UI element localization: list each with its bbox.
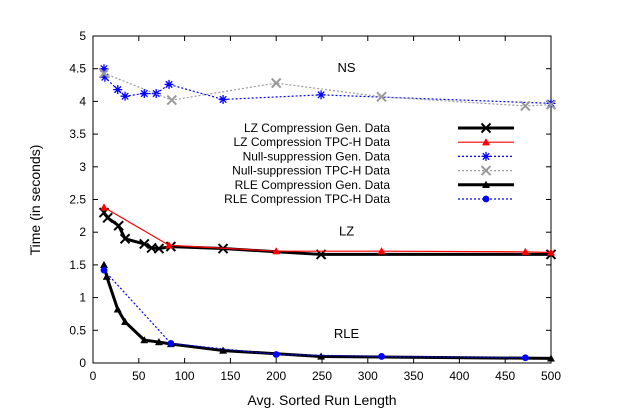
legend-item: RLE Compression TPC-H Data — [224, 192, 514, 206]
data-point-circle — [167, 339, 175, 347]
data-point-triangle — [99, 203, 109, 211]
y-tick-label: 3.5 — [69, 127, 86, 141]
data-point-x — [270, 77, 282, 89]
data-point-star — [481, 151, 491, 161]
x-tick-label: 150 — [220, 369, 240, 383]
data-point-star — [218, 94, 228, 104]
data-point-star — [100, 72, 110, 82]
series-5 — [99, 260, 556, 362]
legend-label: LZ Compression Gen. Data — [244, 121, 390, 135]
y-tick-label: 0.5 — [69, 323, 86, 337]
legend-item: LZ Compression Gen. Data — [244, 121, 514, 135]
x-tick-label: 450 — [495, 369, 515, 383]
data-point-circle — [272, 351, 280, 358]
data-point-x — [153, 243, 165, 254]
x-tick-label: 400 — [449, 369, 469, 383]
axis-ticks: 0 50 100 150 200 250 300 350 400 450 500 0 0.5 1 1.5 2 2… — [69, 29, 561, 383]
data-point-x — [98, 68, 110, 79]
data-point-star — [113, 85, 123, 95]
y-tick-label: 1.5 — [69, 258, 86, 272]
data-point-circle — [482, 195, 490, 203]
data-point-star — [139, 89, 149, 99]
x-tick-label: 500 — [541, 369, 561, 383]
x-tick-label: 50 — [132, 369, 146, 383]
series-4 — [98, 68, 557, 112]
series-layer — [98, 64, 557, 362]
data-point-x — [520, 100, 531, 112]
legend-item: LZ Compression TPC-H Data — [234, 135, 514, 149]
data-point-triangle — [121, 317, 130, 325]
data-point-x — [480, 122, 492, 134]
legend-item: Null-suppression Gen. Data — [243, 149, 514, 163]
x-tick-label: 0 — [90, 369, 97, 383]
data-point-star — [99, 64, 109, 74]
y-tick-label: 0 — [79, 356, 86, 370]
data-point-triangle — [140, 335, 149, 344]
data-point-triangle — [317, 352, 326, 360]
data-point-x — [102, 212, 113, 224]
x-tick-label: 250 — [312, 369, 332, 383]
data-point-x — [480, 165, 492, 176]
data-point-triangle — [113, 305, 122, 313]
data-point-circle — [100, 266, 108, 274]
y-tick-label: 4.5 — [69, 62, 86, 76]
x-tick-label: 100 — [175, 369, 195, 383]
series-3 — [99, 64, 556, 108]
data-point-x — [113, 220, 124, 231]
series-line — [103, 68, 552, 104]
data-point-triangle — [481, 138, 491, 146]
y-tick-label: 2.5 — [69, 193, 86, 207]
y-tick-label: 2 — [79, 225, 86, 239]
x-axis-label: Avg. Sorted Run Length — [247, 392, 396, 408]
legend-label: RLE Compression TPC-H Data — [224, 192, 390, 206]
data-point-star — [164, 79, 174, 89]
y-axis-label: Time (in seconds) — [27, 145, 43, 256]
y-tick-label: 1 — [79, 291, 86, 305]
data-point-triangle — [272, 247, 281, 255]
annotation-rle: RLE — [334, 326, 360, 341]
legend-item: Null-suppression TPC-H Data — [232, 164, 514, 178]
data-point-triangle — [219, 346, 228, 354]
data-point-triangle — [102, 272, 111, 280]
data-point-x — [545, 99, 557, 110]
data-point-star — [120, 91, 130, 101]
x-tick-label: 200 — [266, 369, 286, 383]
y-tick-label: 3 — [79, 160, 86, 174]
annotations: NS LZ RLE — [334, 60, 360, 341]
x-tick-label: 350 — [404, 369, 424, 383]
data-point-triangle — [521, 247, 530, 255]
y-tick-label: 5 — [79, 29, 86, 43]
data-point-triangle — [546, 248, 556, 256]
data-point-x — [119, 233, 131, 244]
legend-label: Null-suppression TPC-H Data — [232, 164, 390, 178]
legend-item: RLE Compression Gen. Data — [235, 178, 514, 192]
y-tick-label: 4 — [79, 94, 86, 108]
annotation-lz: LZ — [339, 223, 354, 238]
data-point-triangle — [154, 337, 163, 346]
data-point-triangle — [377, 247, 386, 255]
annotation-ns: NS — [338, 60, 356, 75]
data-point-circle — [378, 353, 385, 360]
data-point-triangle — [165, 241, 174, 249]
data-point-triangle — [546, 354, 556, 362]
data-point-x — [166, 94, 177, 106]
series-6 — [100, 266, 529, 362]
data-point-x — [376, 91, 387, 103]
legend-label: LZ Compression TPC-H Data — [234, 135, 391, 149]
series-line — [103, 72, 552, 107]
data-point-circle — [521, 354, 529, 362]
data-point-x — [139, 238, 150, 250]
series-line — [103, 206, 552, 254]
data-point-triangle — [481, 180, 491, 188]
legend-label: RLE Compression Gen. Data — [235, 178, 391, 192]
x-tick-label: 300 — [358, 369, 378, 383]
legend-label: Null-suppression Gen. Data — [243, 149, 391, 163]
series-2 — [99, 203, 556, 256]
data-point-star — [316, 90, 326, 100]
